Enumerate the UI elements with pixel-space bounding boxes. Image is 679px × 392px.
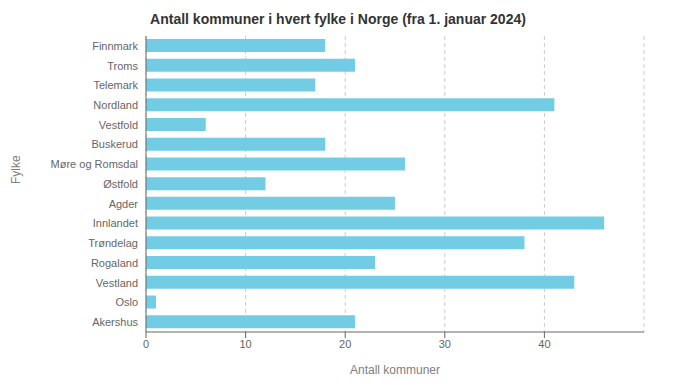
svg-text:Finnmark: Finnmark: [92, 40, 138, 52]
svg-text:Buskerud: Buskerud: [92, 138, 138, 150]
svg-text:Akershus: Akershus: [92, 316, 138, 328]
html-text:Antall kommuner i hvert fylke: Antall kommuner i hvert fylke i Norge (f…: [150, 11, 526, 27]
svg-text:Vestland: Vestland: [96, 277, 138, 289]
svg-text:10: 10: [239, 338, 251, 350]
svg-text:Østfold: Østfold: [103, 178, 138, 190]
svg-text:Innlandet: Innlandet: [93, 217, 138, 229]
svg-text:Rogaland: Rogaland: [91, 257, 138, 269]
svg-text:Trøndelag: Trøndelag: [88, 237, 138, 249]
svg-text:Møre og Romsdal: Møre og Romsdal: [51, 158, 138, 170]
svg-text:30: 30: [439, 338, 451, 350]
svg-text:Telemark: Telemark: [93, 79, 138, 91]
svg-text:Antall kommuner: Antall kommuner: [350, 363, 440, 377]
svg-text:Troms: Troms: [107, 60, 138, 72]
svg-text:20: 20: [339, 338, 351, 350]
svg-text:Vestfold: Vestfold: [99, 119, 138, 131]
svg-text:Agder: Agder: [109, 198, 139, 210]
svg-text:Fylke: Fylke: [9, 155, 23, 184]
svg-text:Nordland: Nordland: [93, 99, 138, 111]
svg-text:0: 0: [143, 338, 149, 350]
svg-text:40: 40: [538, 338, 550, 350]
svg-text:Oslo: Oslo: [115, 296, 138, 308]
